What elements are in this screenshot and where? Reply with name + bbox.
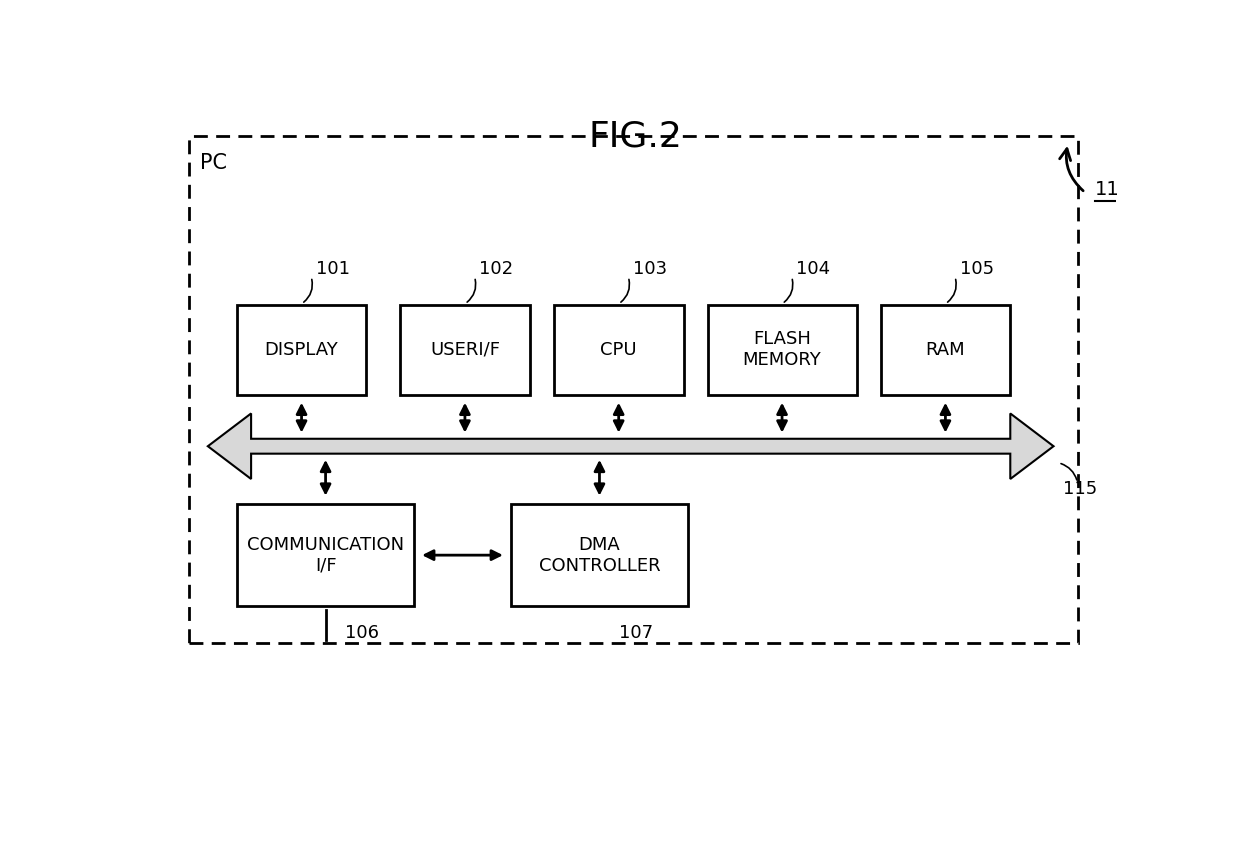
- Bar: [401, 305, 529, 395]
- Bar: [554, 305, 683, 395]
- Text: CPU: CPU: [600, 341, 637, 359]
- Text: PC: PC: [200, 153, 227, 173]
- Bar: [880, 305, 1011, 395]
- Text: DMA
CONTROLLER: DMA CONTROLLER: [538, 536, 660, 574]
- Bar: [237, 504, 414, 606]
- Bar: [511, 504, 688, 606]
- Text: FIG.2: FIG.2: [589, 120, 682, 153]
- Text: 11: 11: [1095, 181, 1120, 200]
- Text: 106: 106: [345, 624, 378, 642]
- Bar: [708, 305, 857, 395]
- Text: 103: 103: [634, 260, 667, 278]
- Text: DISPLAY: DISPLAY: [264, 341, 339, 359]
- Bar: [237, 305, 367, 395]
- Text: COMMUNICATION
I/F: COMMUNICATION I/F: [247, 536, 404, 574]
- Text: 105: 105: [960, 260, 994, 278]
- Text: FLASH
MEMORY: FLASH MEMORY: [743, 330, 821, 369]
- Text: 101: 101: [316, 260, 350, 278]
- Text: RAM: RAM: [925, 341, 965, 359]
- Text: 115: 115: [1063, 480, 1097, 498]
- Text: USERI/F: USERI/F: [430, 341, 500, 359]
- Text: 104: 104: [796, 260, 831, 278]
- Text: 102: 102: [480, 260, 513, 278]
- Text: 107: 107: [619, 624, 652, 642]
- Bar: [188, 137, 1078, 643]
- Polygon shape: [208, 414, 1054, 479]
